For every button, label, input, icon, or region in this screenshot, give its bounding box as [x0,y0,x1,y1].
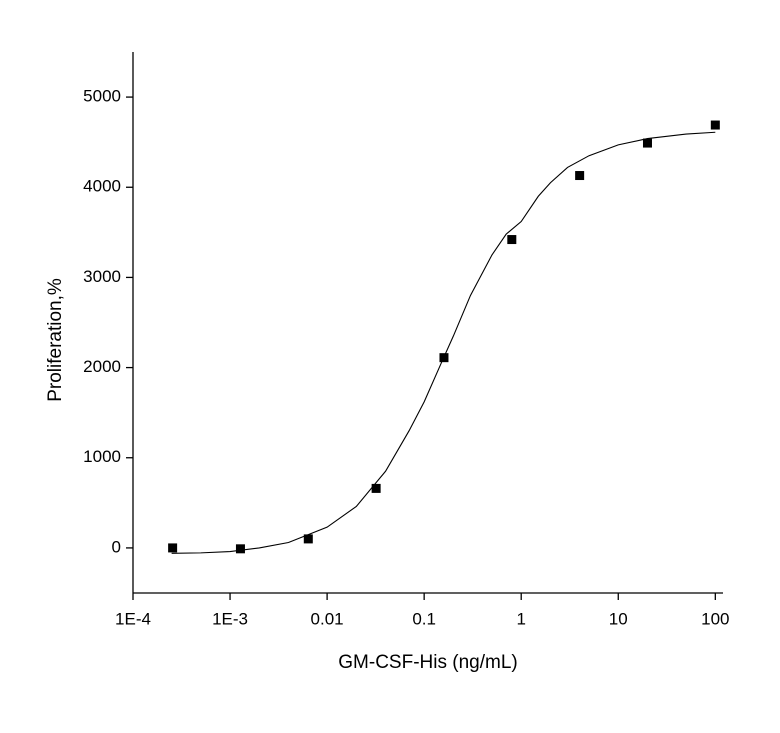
data-point [235,544,245,554]
data-point [575,171,585,181]
x-tick-label: 10 [609,609,628,628]
data-point [371,483,381,493]
y-axis-title: Proliferation,% [45,278,66,402]
data-point [507,235,517,245]
data-point [642,138,652,148]
x-tick-label: 1E-4 [115,609,151,628]
x-tick-label: 0.1 [412,609,436,628]
data-point [168,543,178,553]
y-tick-label: 4000 [83,177,121,196]
data-point [710,120,720,130]
y-tick-label: 3000 [83,267,121,286]
y-tick-label: 5000 [83,87,121,106]
x-tick-label: 1E-3 [212,609,248,628]
fit-curve [171,131,716,554]
data-point [303,534,313,544]
y-tick-label: 2000 [83,357,121,376]
x-axis-title: GM-CSF-His (ng/mL) [338,652,517,673]
y-tick-label: 1000 [83,447,121,466]
x-tick-label: 100 [701,609,729,628]
y-tick-label: 0 [112,537,121,556]
x-tick-label: 0.01 [311,609,344,628]
x-tick-label: 1 [516,609,525,628]
